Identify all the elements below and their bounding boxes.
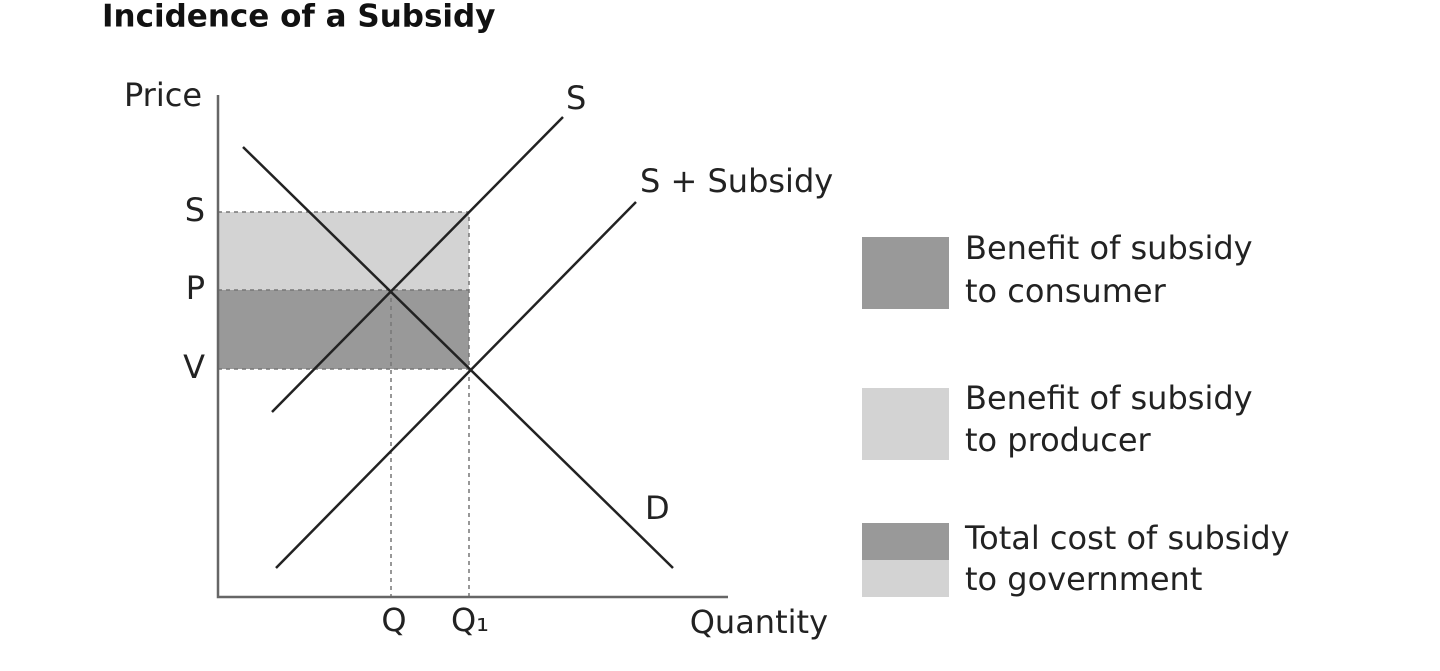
producer-benefit-area [218, 212, 469, 290]
legend-swatch [862, 388, 949, 460]
price-label: P [186, 269, 205, 307]
quantity-label: Q [381, 601, 406, 639]
curve-label: S + Subsidy [640, 162, 833, 200]
axes [216, 95, 728, 599]
quantity-label: Q₁ [451, 601, 489, 639]
legend-swatch [862, 560, 949, 597]
supply-curve [271, 116, 564, 413]
y-axis-label: Price [124, 76, 202, 114]
curve-label: S [566, 79, 586, 117]
legend-text: to government [965, 560, 1202, 598]
legend-text: to consumer [965, 272, 1167, 310]
title: Incidence of a Subsidy [102, 0, 495, 35]
legend-swatch [862, 523, 949, 560]
price-label: V [183, 348, 205, 386]
consumer-benefit-area [218, 290, 469, 369]
legend-text: Benefit of subsidy [965, 379, 1253, 417]
legend-text: to producer [965, 421, 1152, 459]
legend-text: Benefit of subsidy [965, 229, 1253, 267]
x-axis-label: Quantity [690, 603, 828, 641]
legend-swatch [862, 237, 949, 309]
subsidy-supply-curve [275, 201, 637, 569]
curve-label: D [645, 489, 670, 527]
demand-curve [242, 146, 674, 569]
price-label: S [185, 191, 205, 229]
legend-text: Total cost of subsidy [964, 519, 1290, 557]
